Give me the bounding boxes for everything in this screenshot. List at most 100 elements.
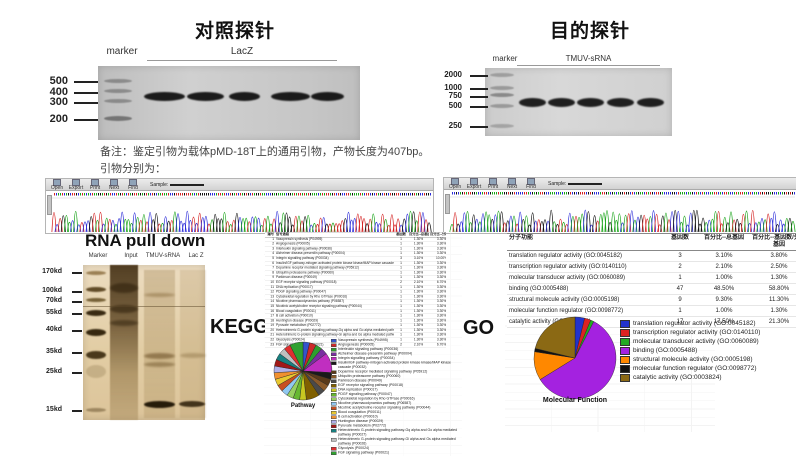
kegg-legend-swatch xyxy=(331,397,337,401)
kegg-cell: 3.30% xyxy=(436,275,446,280)
go-legend-swatch xyxy=(620,364,630,373)
kegg-cell: 20 xyxy=(270,328,274,332)
gel-band xyxy=(86,329,106,336)
kegg-legend-text: Interleukin signaling pathway (P00036) xyxy=(338,347,399,352)
kegg-legend-item: Blood coagulation (P00011) xyxy=(331,410,460,415)
kegg-cell: 16 xyxy=(270,309,274,313)
target-lane-underline xyxy=(517,65,660,66)
go-cell: 17.50% xyxy=(699,317,749,328)
toolbar-button-export[interactable]: Export xyxy=(466,178,482,190)
kegg-cell: Parkinson disease (P00049) xyxy=(276,275,317,280)
kegg-header-cell: 信号通路 xyxy=(276,232,289,237)
kegg-legend-text: Cytoskeletal regulation by Rho GTPase (P… xyxy=(338,397,415,401)
go-header-cell: 百分比--总基因 xyxy=(704,235,744,241)
ladder-size-label: 170kd xyxy=(42,267,62,275)
gel-band xyxy=(490,93,514,97)
go-table-row: translation regulator activity (GO:00451… xyxy=(507,251,796,262)
toolbar-button-next[interactable]: Next xyxy=(504,178,520,190)
chromatogram-toolbar: Open Export Print Next Find Sample: xyxy=(46,179,433,191)
gel-band xyxy=(179,401,205,407)
pulldown-lane-label-input: Input xyxy=(124,253,138,259)
ladder-size-label: 55kd xyxy=(46,308,62,316)
toolbar-button-print[interactable]: Print xyxy=(485,178,501,190)
kegg-table-row: 19 Pyruvate metabolism (P02772) 1 1.30% 3.30… xyxy=(265,324,446,329)
ladder-tick-line xyxy=(74,92,98,94)
control-lane-label: LacZ xyxy=(230,46,254,57)
target-lane-label: TMUV-sRNA xyxy=(565,54,612,63)
go-legend-text: molecular transducer activity (GO:006008… xyxy=(633,338,759,345)
chromatogram-right: Open Export Print Next Find Sample: xyxy=(443,177,796,234)
gel-band xyxy=(86,310,106,316)
ladder-tick-line xyxy=(74,81,98,83)
gel-band xyxy=(607,98,634,107)
kegg-cell: 1.30% xyxy=(413,304,424,308)
go-header-cell: 百分比--基因数/分析基因 xyxy=(752,235,796,248)
kegg-header-cell: 基因数 xyxy=(396,232,406,237)
trace-vertical-scrollbar[interactable] xyxy=(47,195,52,215)
kegg-legend-item: Interleukin signaling pathway (P00036) xyxy=(331,347,460,352)
go-cell: 21.30% xyxy=(749,317,796,328)
kegg-legend-text: B cell activation (P00010) xyxy=(338,415,378,419)
gel-band xyxy=(86,365,106,378)
kegg-cell: DNA replication (P00017) xyxy=(276,285,313,289)
kegg-legend-text: EGF receptor signaling pathway (P00018) xyxy=(338,383,404,388)
pulldown-lane-label-marker: Marker xyxy=(88,253,108,259)
ladder-tick-line xyxy=(470,96,488,98)
toolbar-button-label: Export xyxy=(68,185,84,191)
kegg-cell: PDGF signaling pathway (P00047) xyxy=(276,290,327,294)
kegg-legend-swatch xyxy=(331,357,337,361)
pulldown-lane-label-lacz: Lac Z xyxy=(188,253,204,259)
toolbar-button-open[interactable]: Open xyxy=(49,179,65,191)
kegg-legend-swatch xyxy=(331,361,337,365)
kegg-cell: 1 xyxy=(400,251,402,256)
kegg-legend-swatch xyxy=(331,406,337,410)
kegg-legend-item: Pyruvate metabolism (P02772) xyxy=(331,424,460,428)
kegg-table-row: 5 Integrin signalling pathway (P00034) 3 3.… xyxy=(265,256,446,262)
toolbar-button-find[interactable]: Find xyxy=(523,178,539,190)
toolbar-button-open[interactable]: Open xyxy=(447,178,463,190)
go-table-row: molecular transducer activity (GO:006008… xyxy=(507,273,796,284)
kegg-legend-text: Blood coagulation (P00011) xyxy=(338,410,381,415)
kegg-cell: 1.30% xyxy=(413,275,424,280)
toolbar-button-print[interactable]: Print xyxy=(87,179,103,191)
trace-plot xyxy=(51,193,432,233)
kegg-legend-text: Integrin signalling pathway (P00034) xyxy=(338,356,395,361)
kegg-legend-item: Integrin signalling pathway (P00034) xyxy=(331,356,460,361)
kegg-legend-swatch xyxy=(331,384,337,388)
kegg-cell: 1 xyxy=(400,299,402,304)
gel-band xyxy=(490,124,514,128)
go-legend-swatch xyxy=(620,355,630,364)
control-probe-title: 对照探针 xyxy=(194,21,275,42)
toolbar-button-find[interactable]: Find xyxy=(125,179,141,191)
kegg-legend-text: Heterotrimeric G-protein signaling pathw… xyxy=(338,428,458,437)
kegg-legend-swatch xyxy=(331,388,337,392)
go-cell: 3 xyxy=(661,251,699,262)
sample-prefix-label: Sample: xyxy=(150,181,169,188)
sample-name-chip: Sample: xyxy=(548,181,603,187)
go-cell: molecular function regulator (GO:0098772… xyxy=(507,306,661,317)
chromatogram-toolbar: Open Export Print Next Find Sample: xyxy=(444,178,796,190)
toolbar-button-export[interactable]: Export xyxy=(68,179,84,191)
kegg-cell: 6.70% xyxy=(436,342,446,347)
trace-vertical-scrollbar[interactable] xyxy=(445,194,450,214)
pie-slice xyxy=(539,321,617,400)
kegg-legend-item: FGF signaling pathway (P00021) xyxy=(331,451,460,455)
go-cell: translation regulator activity (GO:00451… xyxy=(507,251,661,262)
kegg-cell: 1 xyxy=(400,318,402,323)
kegg-cell: 19 xyxy=(270,323,274,328)
kegg-cell: 3.30% xyxy=(436,261,446,265)
toolbar-button-next[interactable]: Next xyxy=(106,179,122,191)
go-cell: 1 xyxy=(661,306,699,317)
ladder-size-label: 250 xyxy=(448,121,462,130)
kegg-cell: 11 xyxy=(270,285,274,289)
ladder-tick-line xyxy=(72,272,82,274)
kegg-legend-item: Nicotinic acetylcholine receptor signali… xyxy=(331,406,460,410)
gel-band xyxy=(637,98,664,107)
kegg-cell: 2.10% xyxy=(413,280,424,284)
go-legend-item: transcription regulator activity (GO:014… xyxy=(620,328,760,337)
kegg-cell: 1.30% xyxy=(413,261,424,265)
kegg-legend-text: Pyruvate metabolism (P02772) xyxy=(338,424,387,428)
kegg-cell: 1.30% xyxy=(413,323,424,328)
ladder-control: 500 400 300 200 xyxy=(44,66,98,140)
